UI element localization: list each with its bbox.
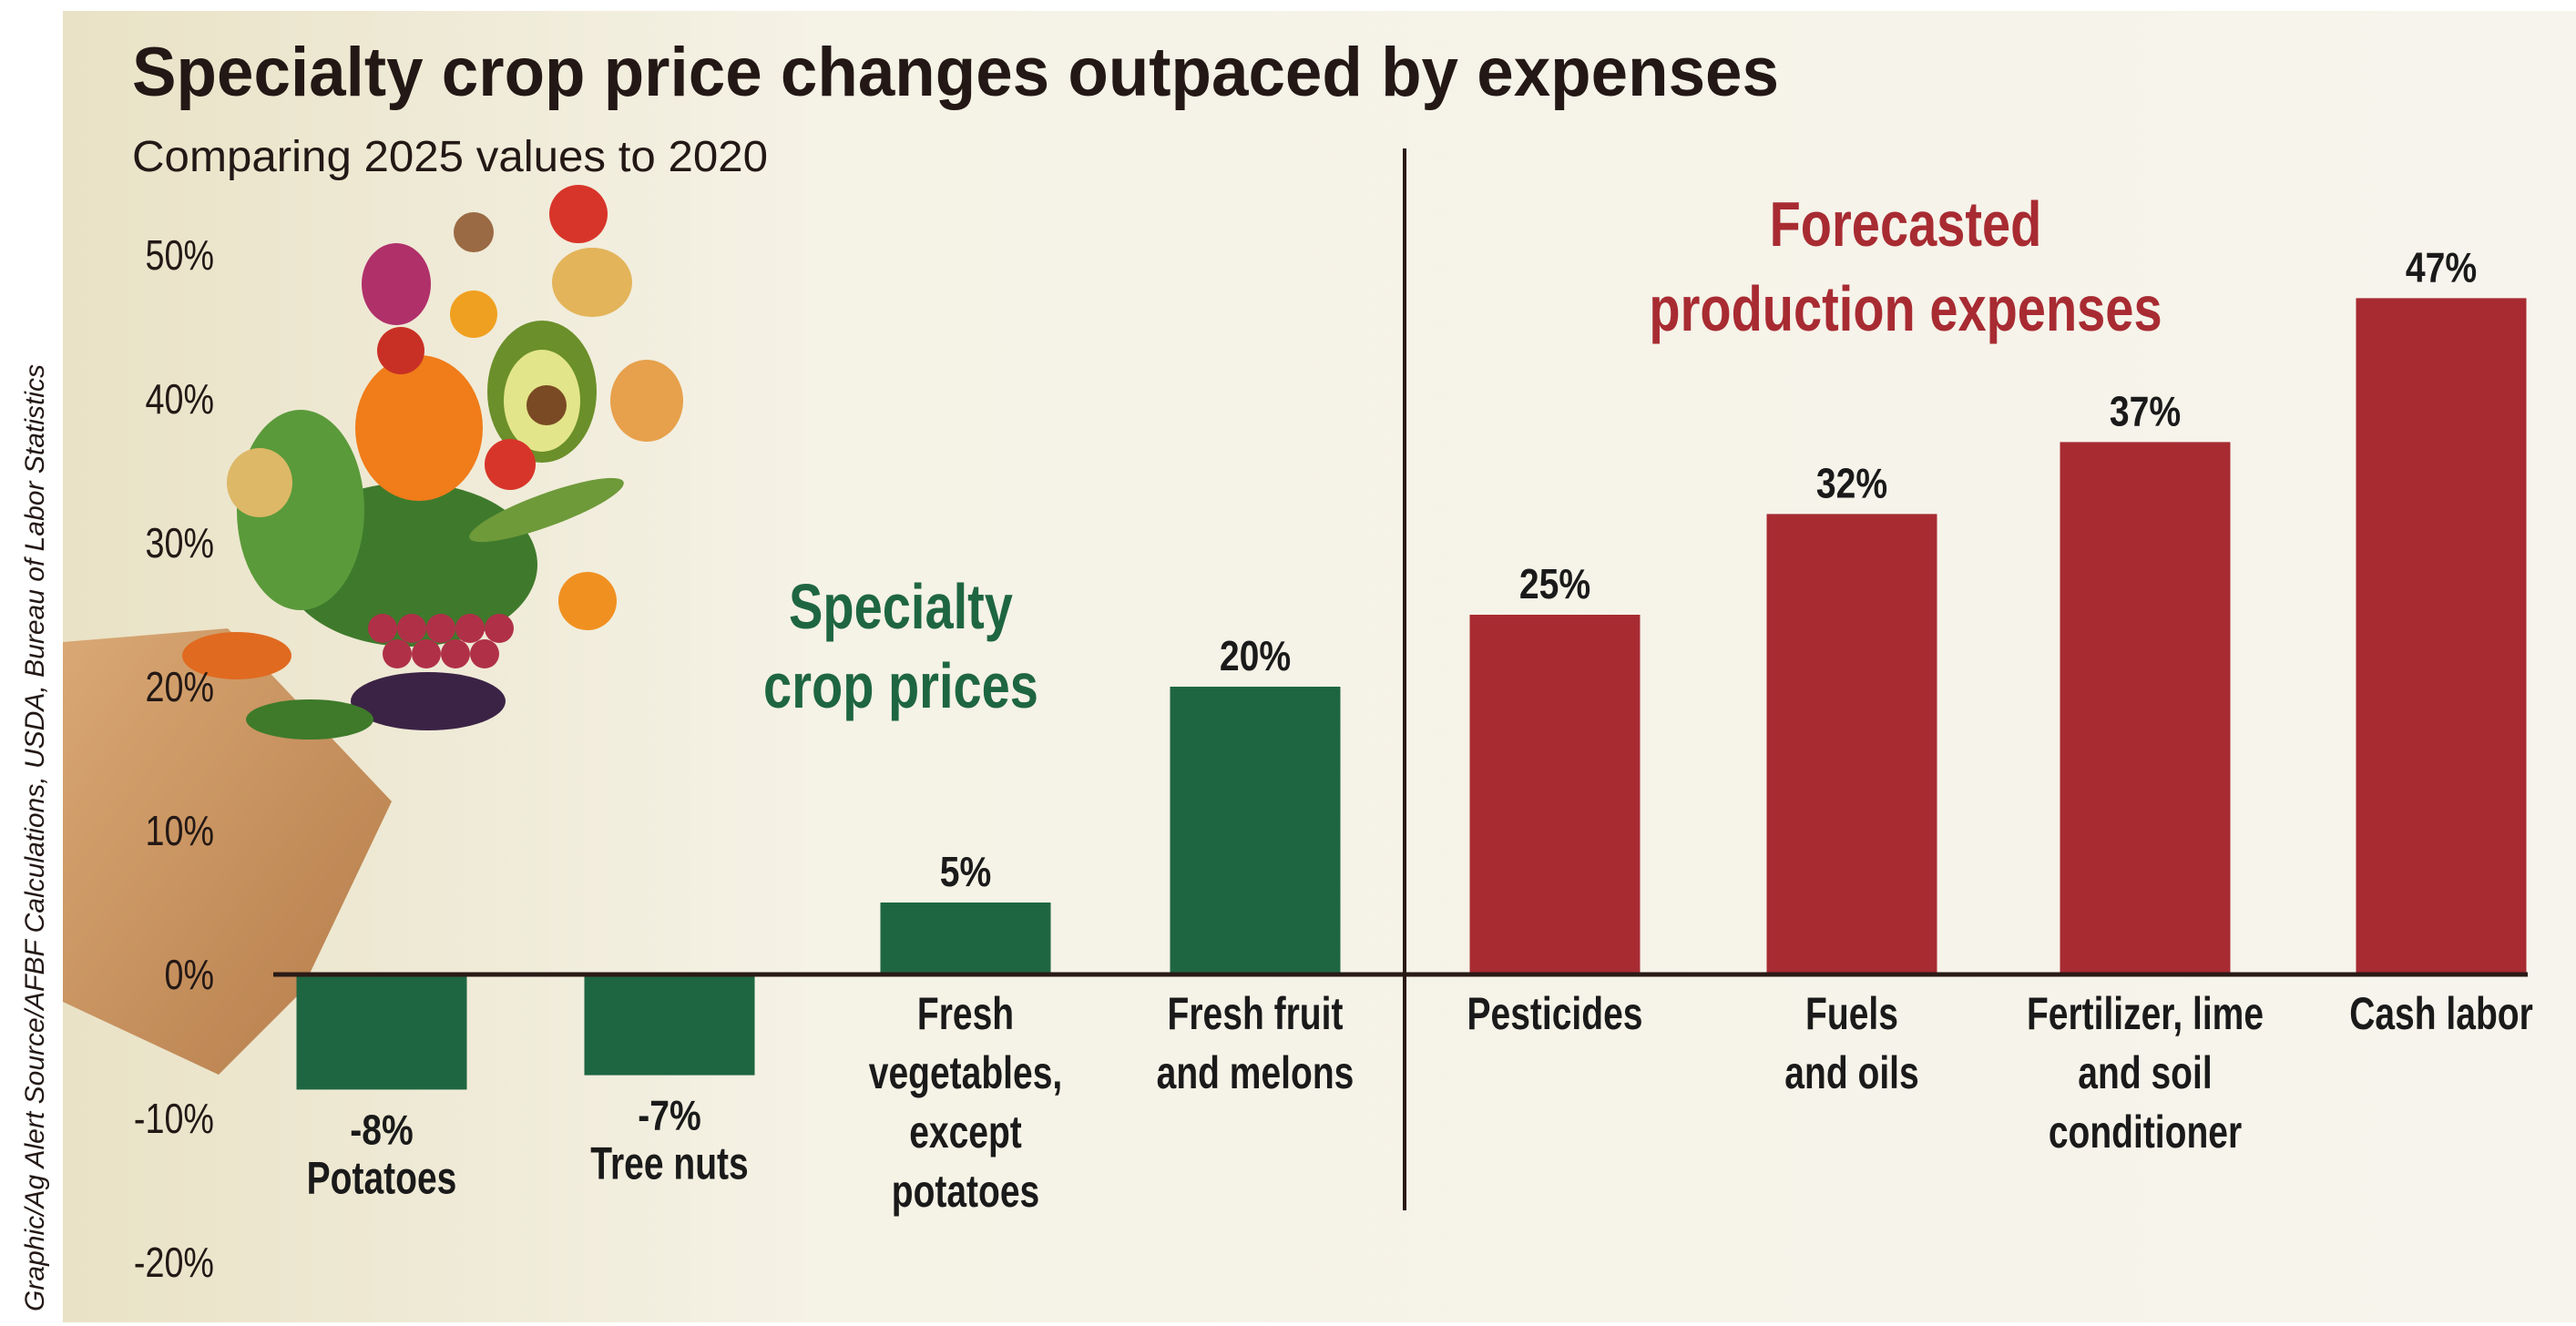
category-label: and oils	[1784, 1047, 1918, 1098]
pepper-icon	[355, 355, 483, 501]
category-label: and melons	[1157, 1047, 1354, 1098]
bar	[1170, 687, 1341, 974]
mushroom-icon	[454, 212, 494, 252]
y-tick-label: 50%	[146, 231, 215, 279]
chart-title: Specialty crop price changes outpaced by…	[132, 34, 1779, 111]
group-annotations: Specialty crop prices Forecasted production…	[763, 189, 2162, 721]
category-label: Tree nuts	[590, 1138, 748, 1189]
bar	[2060, 442, 2231, 974]
category-label: Fertilizer, lime	[2027, 988, 2264, 1039]
bars	[296, 298, 2527, 1090]
avocado-pit-icon	[526, 385, 567, 425]
y-tick-label: 0%	[165, 951, 215, 998]
eggplant-icon	[351, 672, 506, 730]
value-label: 25%	[1519, 560, 1590, 607]
category-label: Fuels	[1805, 988, 1898, 1039]
onion-icon	[610, 360, 683, 442]
value-label: 47%	[2406, 243, 2477, 291]
category-label: conditioner	[2049, 1107, 2242, 1158]
source-credit: Graphic/Ag Alert Source/AFBF Calculation…	[20, 364, 50, 1311]
red-onion-icon	[362, 243, 431, 325]
bar	[2356, 298, 2527, 974]
potato-icon	[227, 448, 292, 517]
category-label: vegetables,	[869, 1047, 1063, 1098]
value-label: 20%	[1220, 632, 1291, 679]
y-tick-label: 10%	[146, 807, 215, 854]
chart-subtitle: Comparing 2025 values to 2020	[132, 133, 768, 181]
tomato-icon	[549, 185, 608, 243]
bar	[880, 903, 1051, 974]
y-tick-label: 30%	[146, 519, 215, 566]
cucumber-icon	[246, 699, 373, 740]
bar	[1766, 514, 1937, 974]
grapes-icon	[368, 614, 514, 668]
potato-icon	[552, 248, 632, 317]
value-label: 5%	[940, 848, 992, 895]
y-tick-label: 40%	[146, 375, 215, 423]
vegetables-illustration	[63, 185, 683, 1075]
tomato-icon	[485, 439, 536, 490]
group-label-specialty: Specialty	[789, 571, 1013, 642]
category-label: Potatoes	[307, 1152, 457, 1203]
group-label-expenses: production expenses	[1649, 273, 2162, 344]
asparagus-icon	[469, 477, 624, 543]
value-label: -8%	[350, 1106, 414, 1153]
yellow-tomato-icon	[558, 572, 617, 630]
paper-bag-icon	[63, 628, 392, 1075]
category-label: potatoes	[892, 1166, 1040, 1217]
y-tick-label: -20%	[134, 1239, 214, 1286]
category-label: and soil	[2078, 1047, 2212, 1098]
category-label: except	[909, 1107, 1022, 1158]
value-label: -7%	[638, 1092, 701, 1139]
value-label: 37%	[2110, 387, 2181, 434]
category-label: Pesticides	[1467, 988, 1643, 1039]
bar	[296, 974, 467, 1090]
y-tick-label: 20%	[146, 663, 215, 710]
group-label-specialty: crop prices	[763, 650, 1038, 721]
carrot-icon	[182, 632, 291, 679]
category-label: Fresh fruit	[1168, 988, 1344, 1039]
value-label: 32%	[1816, 459, 1887, 506]
category-label: Cash labor	[2349, 988, 2533, 1039]
yellow-tomato-icon	[450, 291, 497, 338]
group-label-expenses: Forecasted	[1770, 189, 2042, 260]
bar	[1469, 615, 1641, 974]
category-label: Fresh	[917, 988, 1014, 1039]
bar	[584, 974, 755, 1076]
labels: -8%Potatoes -7%Tree nuts 5% Fresh vegetables…	[307, 243, 2533, 1217]
y-tick-label: -10%	[134, 1095, 214, 1142]
tomato-icon	[377, 327, 424, 374]
y-axis: -20% -10% 0% 10% 20% 30% 40% 50%	[134, 231, 214, 1286]
